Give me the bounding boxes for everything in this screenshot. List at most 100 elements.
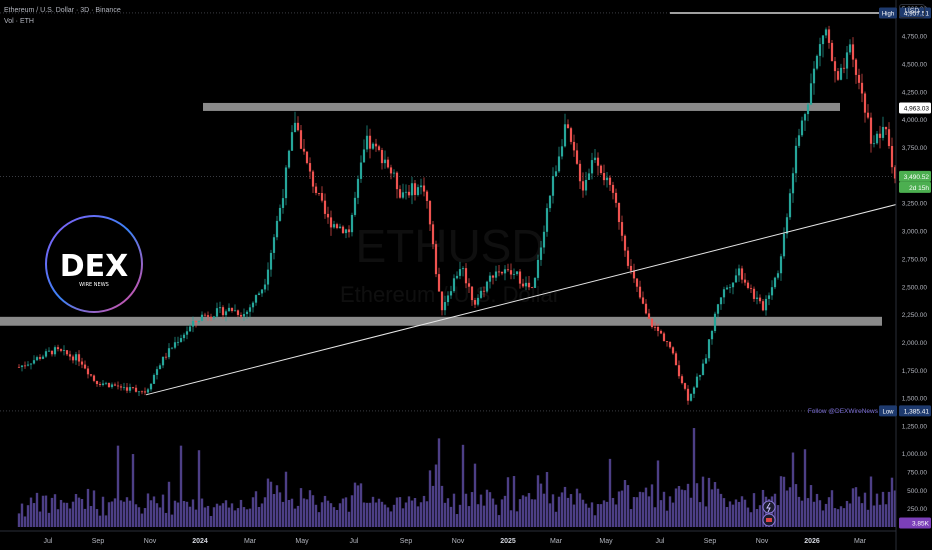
current-price-tag: 3,490.52 [904,174,930,181]
volume-bar-164 [509,510,513,527]
candle-body-290 [887,129,891,147]
volume-bar-132 [413,498,417,527]
volume-bar-71 [230,503,234,527]
candle-body-91 [290,132,294,151]
volume-bar-51 [170,514,174,527]
volume-bar-128 [401,508,405,527]
candle-body-233 [716,304,720,314]
volume-bar-240 [737,501,741,527]
volume-bar-274 [839,506,843,527]
time-label-1: Sep [92,538,105,545]
volume-bar-12 [53,494,57,527]
volume-bar-195 [602,500,606,527]
candle-body-217 [668,341,672,348]
candle-body-29 [104,382,108,384]
candle-body-219 [674,353,678,366]
candle-body-76 [245,311,249,315]
chart-icons [762,500,776,527]
candle-body-14 [59,349,63,351]
candle-body-184 [569,128,573,142]
volume-bar-94 [299,488,303,527]
volume-bar-287 [878,504,882,527]
volume-bar-1 [20,503,24,527]
candle-body-133 [416,187,420,195]
volume-bar-58 [191,499,195,527]
candle-body-281 [860,82,864,94]
volume-bar-20 [77,497,81,527]
candle-body-100 [317,192,321,194]
volume-bar-252 [773,493,777,527]
lightning-icon[interactable] [762,500,776,514]
volume-tick-0: 1,000.00 [902,451,928,458]
candle-body-279 [854,59,858,75]
candle-body-11 [50,350,54,355]
candle-body-271 [830,42,834,62]
candle-body-132 [413,183,417,195]
volume-bar-56 [185,501,189,527]
candle-body-33 [116,385,120,387]
time-axis: Jul Sep Nov 2024 Mar May Jul Sep Nov 2025 Mar May Ju… [0,530,896,545]
horizontal-zones [0,102,882,326]
candle-body-256 [785,217,789,234]
volume-bar-24 [89,506,93,527]
volume-bar-87 [278,492,282,527]
lightning-glyph [766,502,771,513]
volume-bar-255 [782,476,786,527]
candle-body-255 [782,233,786,257]
candle-body-161 [500,271,504,274]
candle-body-21 [80,361,84,365]
candle-body-121 [380,150,384,164]
candle-body-150 [467,283,471,287]
logo-subtext: WIRE NEWS [79,282,109,288]
volume-bar-136 [425,501,429,527]
volume-bar-7 [38,511,42,527]
volume-bar-179 [554,511,558,527]
volume-bar-175 [542,493,546,527]
candle-body-116 [365,135,369,150]
volume-bar-200 [617,491,621,527]
volume-bar-5 [32,503,36,527]
volume-bar-158 [491,498,495,527]
volume-bar-187 [578,493,582,527]
time-label-10: Mar [550,538,563,545]
price-tick-7: 4,250.00 [902,89,928,96]
volume-bar-234 [719,493,723,527]
volume-bar-146 [455,514,459,527]
volume-bar-156 [485,489,489,527]
volume-bar-220 [677,486,681,527]
volume-bar-193 [596,504,600,527]
candle-body-164 [509,270,513,275]
candle-body-7 [38,357,42,359]
candle-body-102 [323,200,327,214]
candle-body-118 [371,143,375,149]
volume-bar-55 [182,500,186,527]
volume-bar-122 [383,504,387,527]
candle-body-191 [590,160,594,174]
candle-body-146 [455,275,459,279]
volume-bar-16 [65,502,69,527]
volume-bar-166 [515,511,519,527]
volume-bar-106 [335,510,339,527]
candle-body-24 [89,374,93,376]
volume-bar-21 [80,498,84,527]
candle-body-83 [266,269,270,285]
price-tick-11: 3,250.00 [902,201,928,208]
candle-body-170 [527,282,531,288]
candle-body-179 [554,171,558,177]
time-label-3: 2024 [192,538,208,545]
currency-button[interactable]: USD [899,4,925,18]
volume-bar-35 [122,501,126,527]
price-tick-6: 4,500.00 [902,61,928,68]
logo-text: DEX [60,249,129,284]
volume-bar-208 [641,492,645,527]
high-label: High [882,11,894,17]
price-tick-17: 1,750.00 [902,368,928,375]
top-price-tag-bg [899,102,931,114]
volume-bar-257 [788,487,792,527]
candle-body-98 [311,171,315,187]
volume-bar-231 [710,489,714,527]
candle-body-178 [551,176,555,196]
volume-bar-75 [242,507,246,527]
volume-bar-81 [260,503,264,527]
